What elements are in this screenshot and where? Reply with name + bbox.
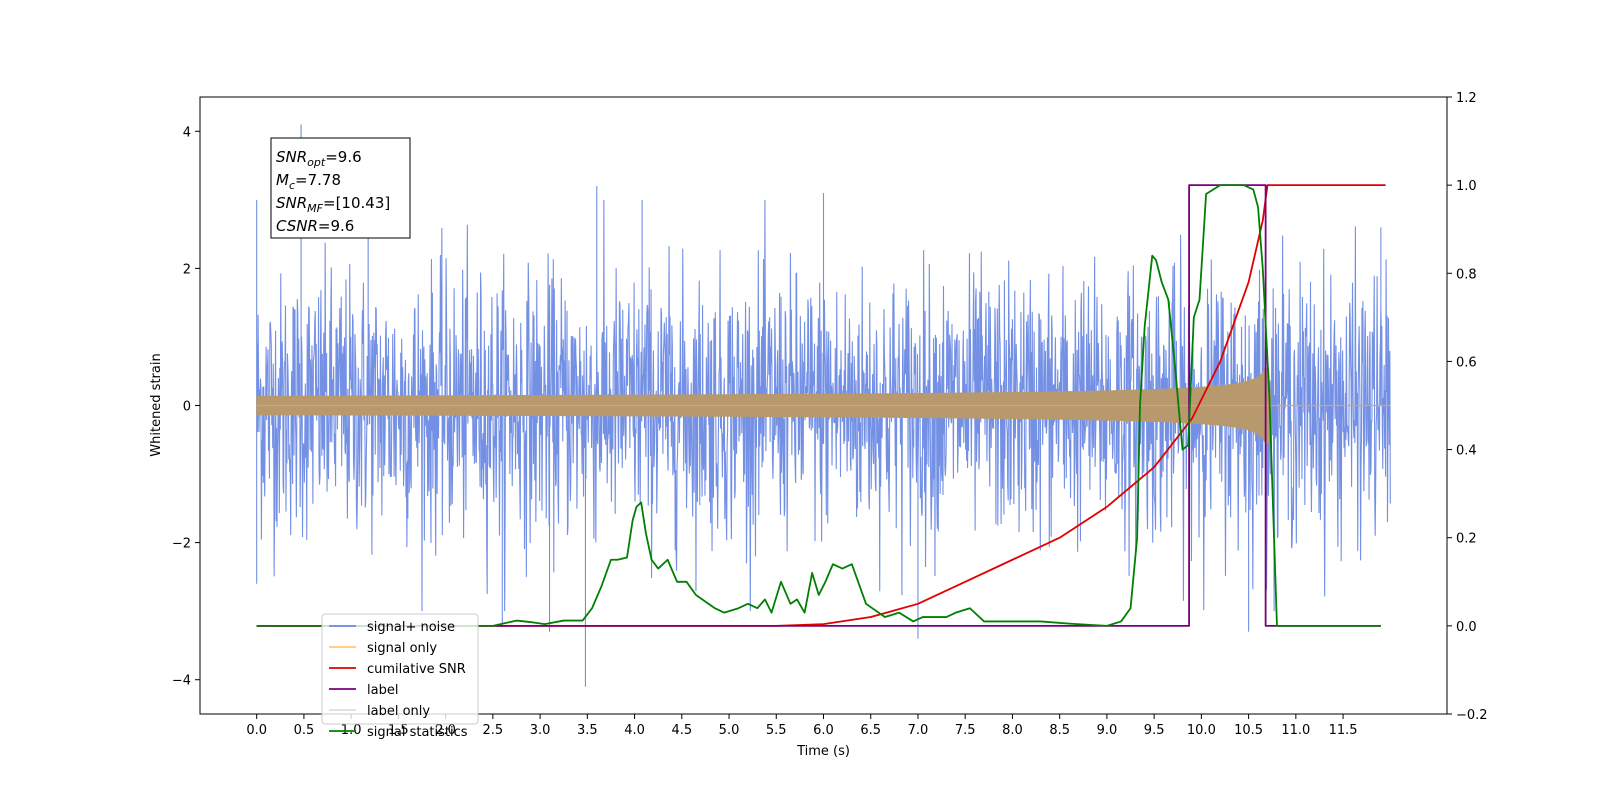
- legend: signal+ noise signal only cumilative SNR la…: [321, 613, 479, 740]
- y-axis-label: Whitened strain: [149, 353, 164, 456]
- y2-tick-label: 1.0: [1456, 179, 1477, 194]
- snr-info-line: SNRopt=9.6: [276, 148, 362, 169]
- x-tick-label: 8.0: [1002, 723, 1023, 738]
- x-tick-label: 5.0: [719, 723, 740, 738]
- x-tick-label: 6.0: [813, 723, 834, 738]
- x-tick-label: 2.0: [435, 723, 456, 738]
- x-tick-label: 8.5: [1049, 723, 1070, 738]
- y2-tick-label: 0.4: [1456, 444, 1477, 459]
- series-signal-noise-line: [256, 124, 1391, 687]
- x-tick-label: 0.0: [246, 723, 267, 738]
- snr-info-line: SNRMF=[10.43]: [276, 194, 390, 215]
- x-tick-label: 7.0: [908, 723, 929, 738]
- x-axis: 0.0 0.5 1.0 1.5 2.0 2.5 3.0 3.5 4.0 4.5 5.0 5.5 6.0 6…: [246, 714, 1358, 738]
- legend-entry-label: signal statistics: [367, 725, 468, 740]
- legend-entry-label: cumilative SNR: [367, 662, 466, 677]
- snr-info-line: Mc=7.78: [276, 171, 341, 192]
- y2-tick-label: 0.0: [1456, 620, 1477, 635]
- x-tick-label: 3.5: [577, 723, 598, 738]
- x-tick-label: 7.5: [955, 723, 976, 738]
- y-tick-label: 0: [183, 400, 191, 415]
- x-tick-label: 10.0: [1187, 723, 1216, 738]
- snr-info-box-border: [270, 137, 411, 239]
- legend-entry-label: label only: [367, 704, 430, 719]
- y2-tick-label: 1.2: [1456, 91, 1477, 106]
- y-tick-label: 4: [183, 125, 191, 140]
- legend-box: [321, 613, 479, 725]
- y-tick-label: −4: [172, 674, 191, 689]
- y2-tick-label: 0.8: [1456, 267, 1477, 282]
- y2-tick-label: 0.6: [1456, 355, 1477, 370]
- x-tick-label: 1.5: [388, 723, 409, 738]
- x-tick-label: 4.5: [671, 723, 692, 738]
- series-cumilative-snr-line: [256, 184, 1386, 627]
- legend-entry-label: signal+ noise: [367, 620, 455, 635]
- x-tick-label: 11.5: [1329, 723, 1358, 738]
- x-tick-label: 0.5: [294, 723, 315, 738]
- x-tick-label: 5.5: [766, 723, 787, 738]
- series-signal-statistics-line: [256, 184, 1381, 627]
- y-axis-left: −4 −2 0 2 4: [172, 125, 200, 689]
- x-tick-label: 10.5: [1234, 723, 1263, 738]
- x-tick-label: 6.5: [860, 723, 881, 738]
- x-tick-label: 9.5: [1144, 723, 1165, 738]
- x-tick-label: 4.0: [624, 723, 645, 738]
- y-tick-label: 2: [183, 262, 191, 277]
- legend-entry-label: label: [367, 683, 398, 698]
- y2-tick-label: −0.2: [1456, 708, 1488, 723]
- y-tick-label: −2: [172, 537, 191, 552]
- x-tick-label: 9.0: [1097, 723, 1118, 738]
- x-tick-label: 11.0: [1281, 723, 1310, 738]
- x-tick-label: 2.5: [483, 723, 504, 738]
- x-axis-label: Time (s): [796, 744, 850, 759]
- x-tick-label: 3.0: [530, 723, 551, 738]
- series-layer: [256, 124, 1391, 687]
- snr-info-line: CSNR=9.6: [276, 217, 354, 235]
- y-axis-right: −0.2 0.0 0.2 0.4 0.6 0.8 1.0 1.2: [1447, 91, 1488, 723]
- y2-tick-label: 0.2: [1456, 532, 1477, 547]
- legend-entry-label: signal only: [367, 641, 437, 656]
